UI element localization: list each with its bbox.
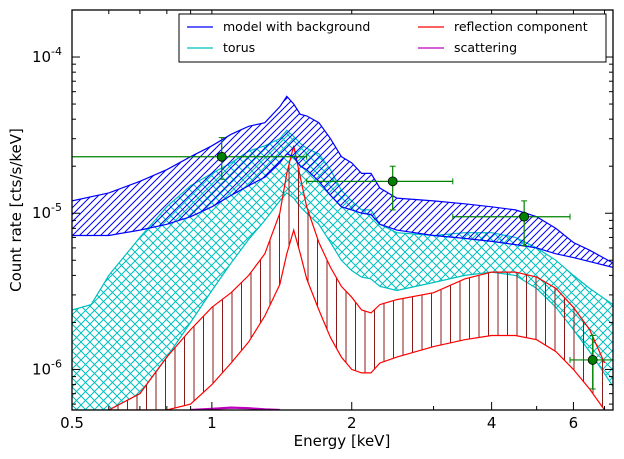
reflection-component-band-fill	[108, 145, 605, 410]
x-tick-label: 2	[347, 414, 357, 432]
y-axis-label: Count rate [cts/s/keV]	[7, 128, 25, 292]
legend-item: scattering	[418, 40, 517, 55]
data-points	[72, 137, 613, 390]
legend-label: scattering	[454, 40, 517, 55]
y-tick-exponent: -5	[51, 201, 62, 214]
y-tick-base: 10	[32, 204, 51, 222]
y-tick-exponent: -6	[51, 357, 62, 370]
x-tick-label: 1	[207, 414, 217, 432]
reflection-component-upper-line	[108, 145, 606, 410]
x-axis-label: Energy [keV]	[294, 432, 391, 450]
legend: model with background torus reflection com…	[178, 13, 607, 63]
x-tick-label: 6	[569, 414, 579, 432]
data-marker	[587, 355, 598, 365]
y-tick-label: 10-5	[32, 201, 62, 222]
legend-box	[178, 13, 607, 63]
data-marker	[387, 176, 398, 187]
y-tick-exponent: -4	[51, 45, 62, 58]
legend-label: model with background	[223, 19, 370, 34]
data-point-1	[72, 137, 308, 180]
model-with-background-lower-line	[72, 153, 613, 268]
legend-item: model with background	[187, 19, 370, 34]
plot-frame	[71, 9, 614, 411]
x-tick-labels: 0.5 1 2 4 6	[60, 414, 578, 432]
data-point-3	[452, 200, 571, 247]
legend-item: reflection component	[418, 19, 588, 34]
model-with-background-upper-line	[72, 95, 613, 264]
data-marker	[519, 211, 530, 222]
data-marker	[216, 151, 227, 162]
legend-label: torus	[223, 40, 255, 55]
y-tick-base: 10	[32, 48, 51, 66]
data-point-2	[306, 165, 454, 211]
y-tick-base: 10	[32, 360, 51, 378]
x-tick-label: 0.5	[60, 414, 84, 432]
legend-label: reflection component	[454, 19, 588, 34]
legend-item: torus	[187, 40, 255, 55]
y-tick-label: 10-4	[32, 45, 62, 66]
y-tick-label: 10-6	[32, 357, 62, 378]
y-tick-labels: 10-610-510-4	[32, 45, 62, 378]
data-point-4	[569, 334, 613, 390]
x-tick-label: 4	[487, 414, 497, 432]
reflection-component-lower-line	[108, 227, 605, 410]
